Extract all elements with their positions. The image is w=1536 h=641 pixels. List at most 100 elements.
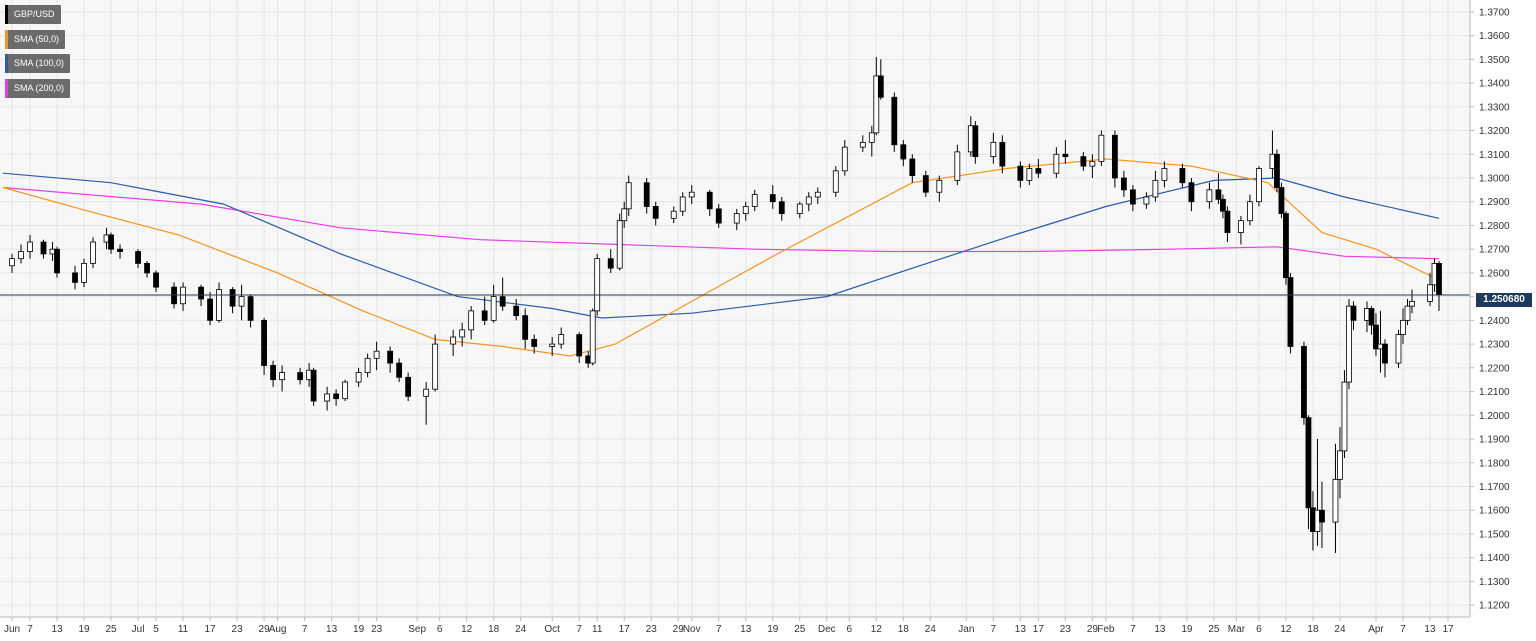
candle-body [27,241,33,252]
candle-body [355,372,362,383]
candle-body [450,336,457,345]
candle-body [1206,189,1213,203]
candle-body [1220,198,1226,212]
x-tick-label: 7 [991,624,997,635]
candle-body [459,329,466,338]
candle-body [1346,305,1352,383]
candle [1017,161,1024,188]
candle [909,154,916,183]
candle [1373,313,1379,356]
candle-body [990,141,997,158]
candle [1350,301,1357,330]
x-tick-label: 12 [1280,624,1292,635]
candle-body [922,175,929,193]
candle [387,346,394,373]
candle [1089,154,1096,178]
candle-body [859,141,866,148]
x-tick-label: 25 [1208,624,1220,635]
candles [9,56,1442,553]
candle [355,367,362,387]
candle-body [841,146,848,172]
x-tick-label: 5 [153,624,159,635]
candle-body [1382,343,1388,364]
candle [1111,130,1118,188]
y-tick-label: 1.2000 [1479,411,1510,422]
x-tick-label: 7 [1400,624,1406,635]
candle [796,201,803,219]
candle [1247,194,1253,226]
y-tick-label: 1.3700 [1479,7,1510,18]
candle-body [1062,153,1069,158]
legend-swatch [5,5,8,24]
candle-body [1287,277,1294,347]
candle [1409,289,1415,314]
candle-body [1278,187,1285,214]
candle [531,334,538,354]
candle [481,296,488,326]
candle-body [207,298,213,321]
candle [999,135,1006,174]
candle-body [72,272,78,283]
candle [652,201,659,226]
y-tick-label: 1.2800 [1479,221,1510,232]
candle-body [1215,189,1222,200]
candle-body [688,191,695,198]
candle [679,192,686,216]
y-tick-label: 1.2300 [1479,340,1510,351]
candle-body [216,289,222,321]
x-tick-label: 17 [1033,624,1045,635]
candle [1080,151,1087,171]
x-tick-label: 19 [767,624,779,635]
candle-body [135,251,141,264]
candle-body [1120,177,1127,191]
candle [1278,182,1285,219]
x-tick-label: 6 [847,624,853,635]
candle [405,372,412,402]
candle-body [81,263,87,283]
sma-100-line [2,172,1440,319]
candle-body [625,182,632,210]
candle [778,196,785,221]
x-tick-label: Jul [132,624,145,635]
candle-body [877,75,884,98]
x-tick-label: 11 [178,624,189,635]
candle [814,187,821,205]
legend-item-gbpusd[interactable]: GBP/USD [5,5,61,24]
candle [558,327,565,349]
x-tick-label: 7 [576,624,582,635]
y-tick-label: 1.3500 [1479,55,1510,66]
x-tick-label: 7 [302,624,308,635]
candle [499,277,506,311]
candle-body [531,338,538,347]
candle-body [1427,284,1433,302]
candle-body [769,194,776,203]
candle-body [1350,305,1357,321]
sma-50-line [2,158,1440,357]
candle [607,249,614,273]
candle [468,306,475,340]
legend-item-sma-100[interactable]: SMA (100,0) [5,54,71,73]
candle-body [1436,263,1442,296]
candle [1053,147,1060,178]
candle-body [198,286,204,300]
candle-body [1337,450,1343,480]
candle [688,185,695,205]
candle-body [238,296,245,307]
y-tick-label: 1.3600 [1479,31,1510,42]
candle-body [229,289,236,307]
candle-body [117,248,123,252]
x-tick-label: Apr [1368,624,1384,635]
legend-item-sma-200[interactable]: SMA (200,0) [5,79,71,98]
y-tick-label: 1.3300 [1479,102,1510,113]
candle-body [1188,182,1195,203]
y-tick-label: 1.3400 [1479,79,1510,90]
x-tick-label: Feb [1097,624,1115,635]
candle-body [891,96,898,146]
candle [513,299,520,321]
legend-item-sma-50[interactable]: SMA (50,0) [5,30,66,49]
candle [706,189,713,216]
x-tick-label: 13 [740,624,752,635]
candle-body [1089,160,1096,167]
y-tick-label: 1.1900 [1479,435,1510,446]
